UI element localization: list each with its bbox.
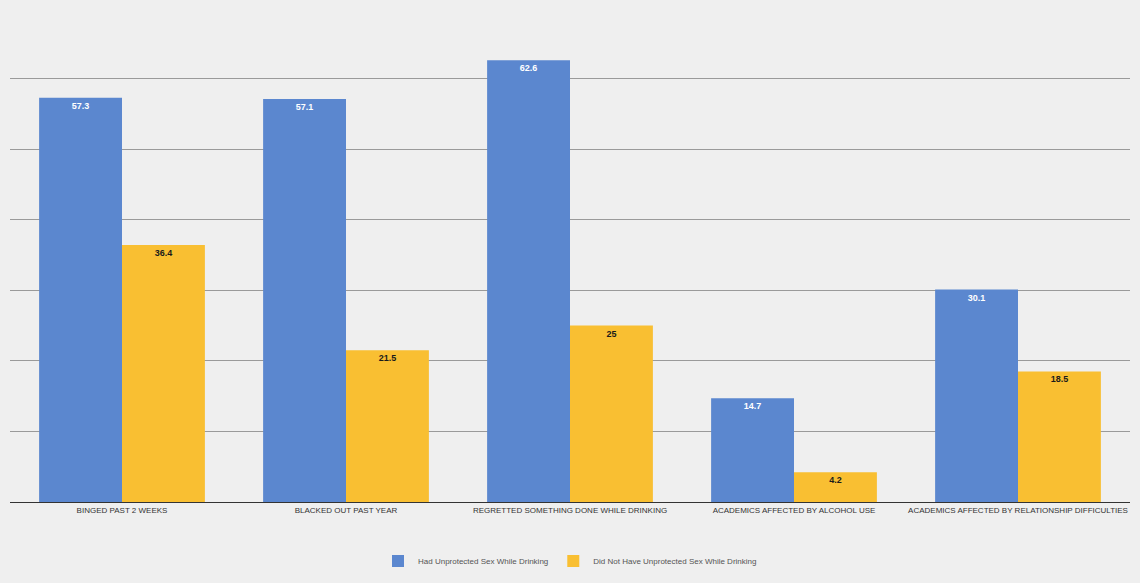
svg-text:REGRETTED SOMETHING DONE WHILE: REGRETTED SOMETHING DONE WHILE DRINKING	[473, 506, 667, 515]
svg-text:57.1: 57.1	[296, 102, 314, 112]
svg-text:36.4: 36.4	[155, 248, 173, 258]
svg-text:Did Not Have Unprotected Sex W: Did Not Have Unprotected Sex While Drink…	[593, 557, 756, 566]
svg-text:4.2: 4.2	[829, 475, 842, 485]
svg-text:14.7: 14.7	[744, 401, 762, 411]
svg-text:21.5: 21.5	[379, 353, 397, 363]
svg-text:BINGED PAST 2 WEEKS: BINGED PAST 2 WEEKS	[77, 506, 168, 515]
svg-text:BLACKED OUT PAST YEAR: BLACKED OUT PAST YEAR	[295, 506, 398, 515]
svg-text:30.1: 30.1	[968, 293, 986, 303]
svg-text:ACADEMICS AFFECTED BY RELATION: ACADEMICS AFFECTED BY RELATIONSHIP DIFFI…	[908, 506, 1128, 515]
svg-text:18.5: 18.5	[1051, 374, 1069, 384]
svg-text:Had Unprotected Sex While Drin: Had Unprotected Sex While Drinking	[418, 557, 548, 566]
svg-text:25: 25	[606, 329, 616, 339]
svg-text:62.6: 62.6	[520, 63, 538, 73]
svg-text:ACADEMICS AFFECTED BY ALCOHOL: ACADEMICS AFFECTED BY ALCOHOL USE	[713, 506, 876, 515]
svg-text:57.3: 57.3	[72, 101, 90, 111]
